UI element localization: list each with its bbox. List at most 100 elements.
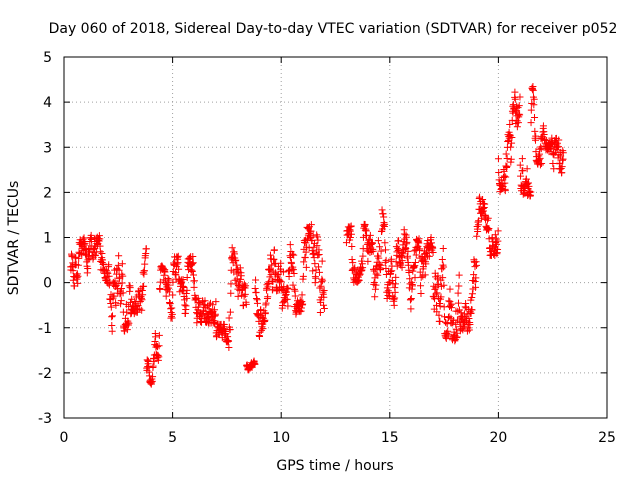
data-point bbox=[429, 249, 437, 257]
data-point bbox=[284, 284, 292, 292]
data-points bbox=[67, 83, 567, 388]
data-point bbox=[433, 289, 441, 297]
data-point bbox=[149, 362, 157, 370]
data-point bbox=[421, 271, 429, 279]
data-point bbox=[252, 276, 260, 284]
data-point bbox=[415, 235, 423, 243]
data-point bbox=[494, 237, 502, 245]
data-point bbox=[417, 290, 425, 298]
data-point bbox=[434, 272, 442, 280]
data-point bbox=[516, 93, 524, 101]
data-point bbox=[362, 225, 370, 233]
data-point bbox=[139, 269, 147, 277]
data-point bbox=[416, 245, 424, 253]
data-point bbox=[407, 305, 415, 313]
data-point bbox=[189, 259, 197, 267]
data-point bbox=[387, 255, 395, 263]
y-tick-label: 4 bbox=[43, 95, 52, 111]
data-point bbox=[225, 337, 233, 345]
data-point bbox=[300, 258, 308, 266]
data-point bbox=[228, 244, 236, 252]
data-point bbox=[454, 307, 462, 315]
data-point bbox=[155, 342, 163, 350]
data-point bbox=[189, 253, 197, 261]
data-point bbox=[438, 265, 446, 273]
data-point bbox=[112, 301, 120, 309]
data-point bbox=[183, 273, 191, 281]
data-point bbox=[74, 261, 82, 269]
x-tick-label: 5 bbox=[168, 430, 177, 446]
data-point bbox=[179, 275, 187, 283]
data-point bbox=[553, 146, 561, 154]
data-point bbox=[369, 247, 377, 255]
data-point bbox=[536, 154, 544, 162]
data-point bbox=[274, 272, 282, 280]
data-point bbox=[307, 221, 315, 229]
data-point bbox=[491, 231, 499, 239]
x-axis-label: GPS time / hours bbox=[276, 458, 393, 474]
data-point bbox=[84, 256, 92, 264]
data-point bbox=[500, 172, 508, 180]
data-point bbox=[382, 246, 390, 254]
data-point bbox=[98, 249, 106, 257]
data-point bbox=[474, 227, 482, 235]
data-point bbox=[84, 265, 92, 273]
data-point bbox=[477, 214, 485, 222]
data-point bbox=[167, 305, 175, 313]
data-point bbox=[253, 299, 261, 307]
data-point bbox=[261, 316, 269, 324]
data-point bbox=[153, 343, 161, 351]
data-point bbox=[558, 169, 566, 177]
data-point bbox=[558, 163, 566, 171]
data-point bbox=[376, 243, 384, 251]
data-point bbox=[493, 240, 501, 248]
data-point bbox=[188, 260, 196, 268]
data-point bbox=[502, 162, 510, 170]
data-point bbox=[513, 117, 521, 125]
data-point bbox=[136, 297, 144, 305]
data-point bbox=[123, 326, 131, 334]
data-point bbox=[391, 294, 399, 302]
data-point bbox=[289, 250, 297, 258]
data-point bbox=[518, 155, 526, 163]
data-point bbox=[289, 281, 297, 289]
data-point bbox=[320, 293, 328, 301]
data-point bbox=[425, 252, 433, 260]
data-point bbox=[559, 149, 567, 157]
data-point bbox=[152, 333, 160, 341]
data-point bbox=[143, 356, 151, 364]
data-point bbox=[210, 319, 218, 327]
data-point bbox=[155, 331, 163, 339]
data-point bbox=[375, 254, 383, 262]
data-point bbox=[319, 290, 327, 298]
data-point bbox=[445, 297, 453, 305]
data-point bbox=[537, 143, 545, 151]
data-point bbox=[446, 285, 454, 293]
data-point bbox=[511, 88, 519, 96]
data-point bbox=[150, 357, 158, 365]
data-point bbox=[195, 299, 203, 307]
data-point bbox=[462, 300, 470, 308]
data-point bbox=[284, 302, 292, 310]
data-point bbox=[252, 294, 260, 302]
data-point bbox=[454, 289, 462, 297]
data-point bbox=[174, 252, 182, 260]
data-point bbox=[378, 206, 386, 214]
y-tick-label: -1 bbox=[38, 321, 52, 337]
data-point bbox=[174, 259, 182, 267]
data-point bbox=[481, 200, 489, 208]
data-point bbox=[138, 306, 146, 314]
data-point bbox=[473, 261, 481, 269]
data-point bbox=[405, 269, 413, 277]
data-point bbox=[444, 330, 452, 338]
data-point bbox=[264, 293, 272, 301]
data-point bbox=[211, 306, 219, 314]
data-point bbox=[448, 300, 456, 308]
data-point bbox=[311, 260, 319, 268]
data-point bbox=[309, 267, 317, 275]
data-point bbox=[374, 237, 382, 245]
data-point bbox=[226, 308, 234, 316]
data-point bbox=[240, 292, 248, 300]
data-point bbox=[251, 360, 259, 368]
